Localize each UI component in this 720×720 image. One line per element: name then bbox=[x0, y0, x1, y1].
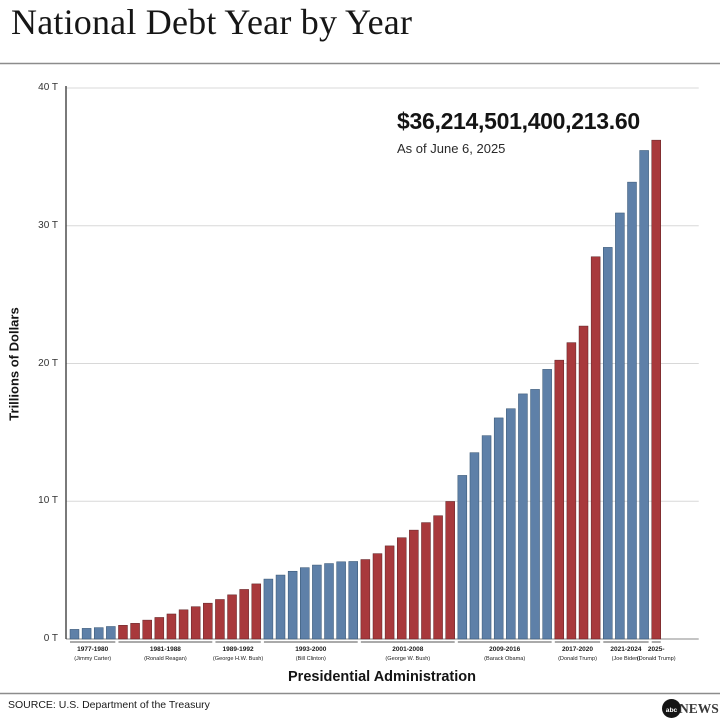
svg-text:abc: abc bbox=[666, 707, 678, 714]
